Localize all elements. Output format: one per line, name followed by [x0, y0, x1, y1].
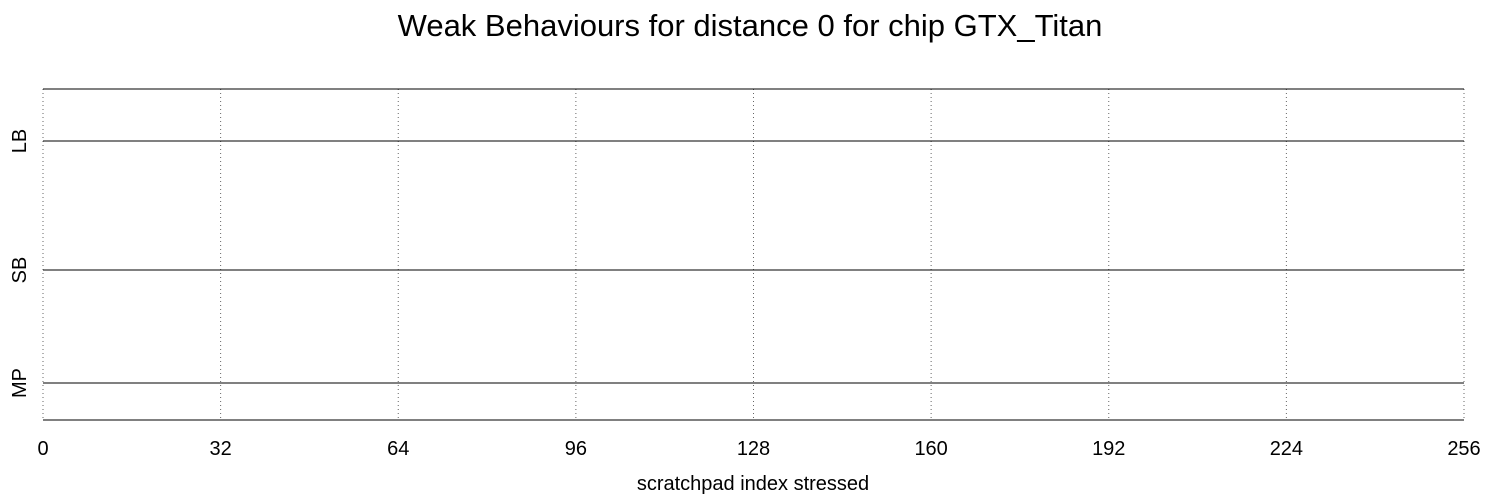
x-tick-label: 32 — [210, 438, 232, 460]
row-label-mp: MP — [9, 368, 31, 398]
plot-frame — [43, 88, 1464, 421]
x-tick-label: 96 — [565, 438, 587, 460]
row-label-lb: LB — [9, 129, 31, 153]
x-tick-label: 128 — [737, 438, 770, 460]
x-axis-title: scratchpad index stressed — [637, 473, 869, 495]
row-labels: LB SB MP — [9, 129, 31, 398]
x-tick-labels: 0 32 64 96 128 160 192 224 256 — [37, 438, 1480, 460]
x-tick-label: 192 — [1092, 438, 1125, 460]
grid — [42, 89, 1465, 420]
x-tick-label: 64 — [387, 438, 409, 460]
row-label-sb: SB — [9, 257, 31, 284]
chart-title: Weak Behaviours for distance 0 for chip … — [398, 8, 1103, 43]
x-tick-label: 256 — [1447, 438, 1480, 460]
x-tick-label: 224 — [1270, 438, 1303, 460]
x-tick-label: 160 — [914, 438, 947, 460]
series-lines — [43, 140, 1464, 384]
x-tick-label: 0 — [37, 438, 48, 460]
